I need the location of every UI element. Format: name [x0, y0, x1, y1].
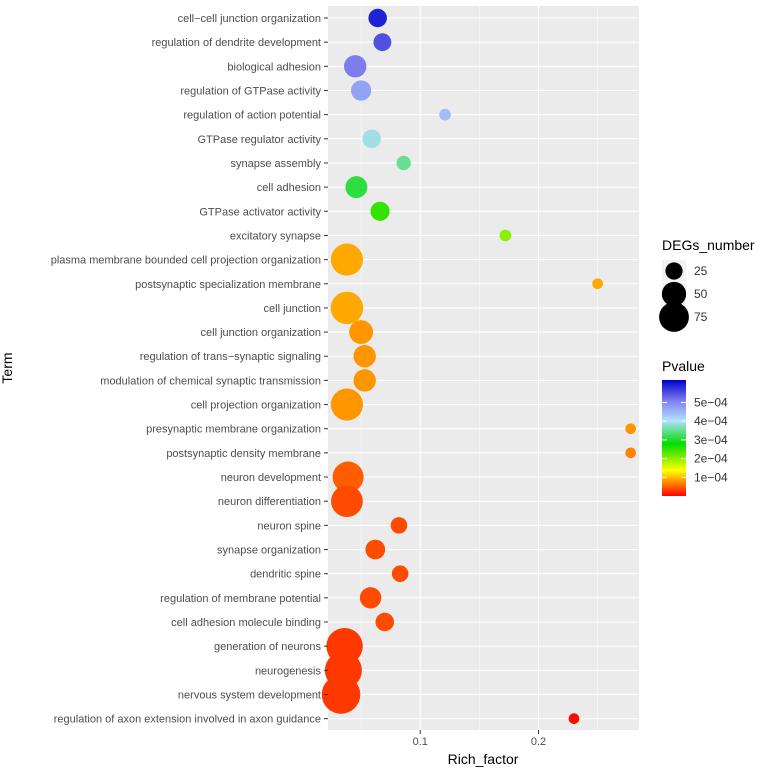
term-point: [330, 388, 363, 421]
term-label: generation of neurons: [214, 641, 322, 653]
term-point: [390, 517, 408, 534]
term-label: modulation of chemical synaptic transmis…: [100, 375, 321, 387]
term-label: neuron development: [221, 472, 321, 484]
term-label: synapse organization: [217, 545, 321, 557]
term-point: [370, 201, 390, 221]
term-label: synapse assembly: [231, 158, 322, 170]
term-label: GTPase activator activity: [199, 206, 321, 218]
term-label: excitatory synapse: [230, 230, 321, 242]
x-tick-label: 0.2: [531, 736, 546, 748]
term-label: cell adhesion: [257, 182, 321, 194]
term-label: biological adhesion: [227, 61, 321, 73]
term-point: [343, 55, 367, 78]
term-label: regulation of GTPase activity: [180, 85, 321, 97]
term-label: presynaptic membrane organization: [146, 424, 321, 436]
y-axis-title: Term: [0, 352, 15, 383]
term-point: [362, 129, 382, 149]
term-point: [349, 320, 374, 345]
term-point: [353, 345, 376, 368]
term-label: GTPase regulator activity: [198, 134, 322, 146]
term-point: [396, 155, 411, 171]
color-legend-label: 1e−04: [694, 470, 728, 484]
term-label: neuron differentiation: [218, 496, 321, 508]
x-axis-title: Rich_factor: [448, 751, 519, 767]
term-point: [365, 539, 386, 560]
term-point: [332, 461, 364, 493]
term-point: [345, 176, 368, 199]
term-label: regulation of dendrite development: [152, 37, 321, 49]
term-label: neurogenesis: [255, 665, 322, 677]
term-label: cell projection organization: [191, 400, 321, 412]
term-label: regulation of trans−synaptic signaling: [140, 351, 321, 363]
term-point: [353, 369, 376, 392]
term-label: regulation of axon extension involved in…: [54, 714, 321, 726]
term-point: [373, 33, 392, 52]
x-tick-label: 0.1: [413, 736, 428, 748]
color-legend-label: 4e−04: [694, 414, 728, 428]
term-point: [439, 108, 451, 121]
size-legend-dot: [665, 262, 683, 280]
size-legend-label: 25: [694, 264, 708, 278]
term-label: neuron spine: [257, 520, 321, 532]
plot-panel: [328, 6, 639, 730]
color-legend-label: 5e−04: [694, 395, 728, 409]
term-point: [499, 229, 512, 242]
term-label: cell junction: [264, 303, 321, 315]
term-label: regulation of membrane potential: [160, 593, 321, 605]
pvalue-colorbar: [662, 380, 686, 496]
term-point: [330, 243, 363, 276]
term-label: regulation of action potential: [183, 110, 321, 122]
term-point: [321, 675, 361, 714]
term-label: cell adhesion molecule binding: [171, 617, 321, 629]
term-label: plasma membrane bounded cell projection …: [51, 255, 321, 267]
size-legend-label: 75: [694, 310, 708, 324]
size-legend-title: DEGs_number: [662, 237, 755, 253]
term-label: dendritic spine: [250, 569, 321, 581]
term-point: [391, 565, 409, 582]
term-label: postsynaptic density membrane: [166, 448, 321, 460]
term-label: postsynaptic specialization membrane: [135, 279, 321, 291]
term-label: nervous system development: [178, 689, 321, 701]
term-point: [568, 713, 580, 724]
term-point: [625, 447, 637, 459]
term-point: [375, 612, 395, 632]
size-legend-dot: [659, 302, 689, 332]
term-label: cell−cell junction organization: [178, 13, 321, 25]
term-point: [368, 8, 387, 28]
size-legend-dot: [661, 281, 687, 307]
color-legend-label: 3e−04: [694, 433, 728, 447]
color-legend-label: 2e−04: [694, 452, 728, 466]
term-point: [592, 278, 603, 290]
color-legend-title: Pvalue: [662, 358, 705, 374]
term-point: [359, 587, 382, 609]
term-label: cell junction organization: [201, 327, 321, 339]
term-point: [331, 485, 363, 518]
term-point: [330, 291, 364, 325]
term-point: [625, 423, 637, 435]
size-legend-label: 50: [694, 287, 708, 301]
term-point: [350, 80, 372, 101]
